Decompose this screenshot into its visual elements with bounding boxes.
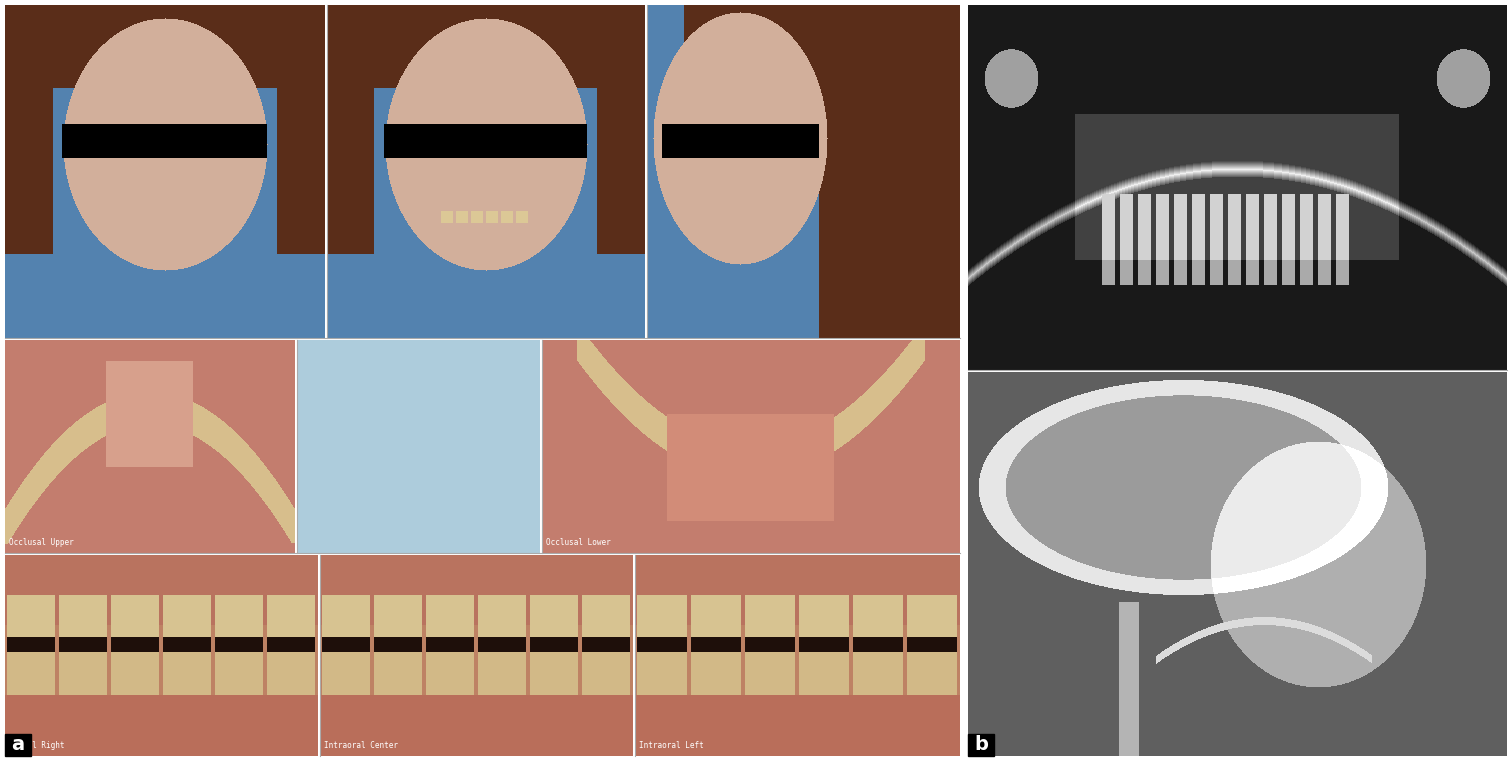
Text: a: a	[12, 735, 24, 754]
Text: Intraoral Center: Intraoral Center	[324, 741, 398, 750]
Text: Occlusal Upper: Occlusal Upper	[9, 538, 74, 547]
Text: b: b	[974, 735, 987, 754]
Text: Intraoral Left: Intraoral Left	[640, 741, 703, 750]
Bar	[5, 734, 32, 756]
Text: Buccal Right: Buccal Right	[9, 741, 65, 750]
Bar	[968, 734, 993, 756]
Text: Occlusal Lower: Occlusal Lower	[546, 538, 611, 547]
